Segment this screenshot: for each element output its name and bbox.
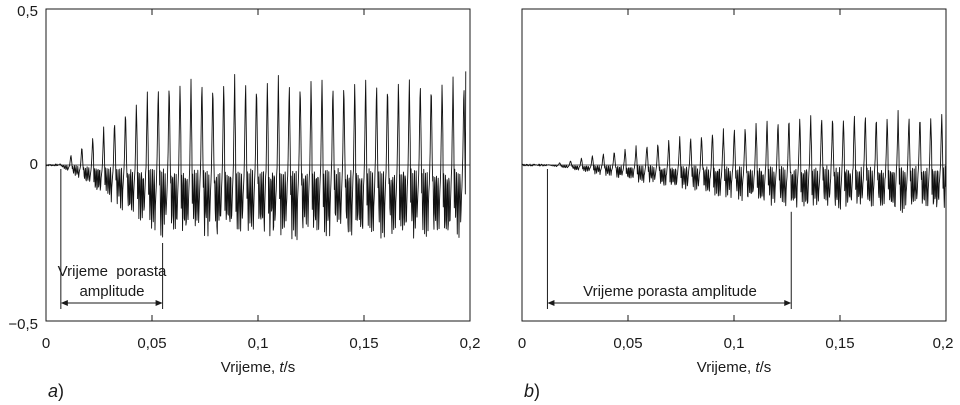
arrowhead-left-b: [547, 300, 555, 306]
arrowhead-right-b: [784, 300, 792, 306]
x-tick-label-a-0: 0: [42, 335, 50, 352]
x-tick-label-b-2: 0,1: [724, 335, 745, 352]
panel-label-b: b): [524, 381, 540, 401]
panel-b: 0 0,05 0,1 0,15 0,2 Vrijeme, t/s b) Vrij…: [518, 8, 954, 401]
y-tick-label-a-2: −0,5: [8, 316, 38, 333]
rise-time-annotation-a: Vrijeme porasta amplitude: [58, 169, 167, 309]
panel-label-a: a): [48, 381, 64, 401]
x-tick-label-a-1: 0,05: [137, 335, 166, 352]
x-tick-label-b-3: 0,15: [825, 335, 854, 352]
signal-line-b: [521, 109, 947, 213]
annotation-text-a-1: Vrijeme porasta: [58, 263, 167, 280]
annotation-text-b-1: Vrijeme porasta amplitude: [583, 283, 757, 300]
x-tick-label-a-2: 0,1: [248, 335, 269, 352]
x-tick-label-b-4: 0,2: [933, 335, 954, 352]
x-tick-label-b-1: 0,05: [613, 335, 642, 352]
x-tick-label-a-3: 0,15: [349, 335, 378, 352]
arrowhead-left-a: [60, 300, 68, 306]
x-tick-label-b-0: 0: [518, 335, 526, 352]
arrowhead-right-a: [155, 300, 163, 306]
x-tick-label-a-4: 0,2: [460, 335, 481, 352]
y-tick-label-a-1: 0: [30, 156, 38, 173]
x-axis-title-a: Vrijeme, t/s: [221, 359, 295, 376]
annotation-text-a-2: amplitude: [79, 283, 144, 300]
y-tick-label-a-0: 0,5: [17, 3, 38, 20]
panel-a: 0,5 0 −0,5 0 0,05 0,1 0,15 0,2 Vrijeme, …: [8, 3, 480, 401]
rise-time-annotation-b: Vrijeme porasta amplitude: [546, 169, 792, 309]
signal-line-a: [45, 71, 467, 241]
x-axis-title-b: Vrijeme, t/s: [697, 359, 771, 376]
